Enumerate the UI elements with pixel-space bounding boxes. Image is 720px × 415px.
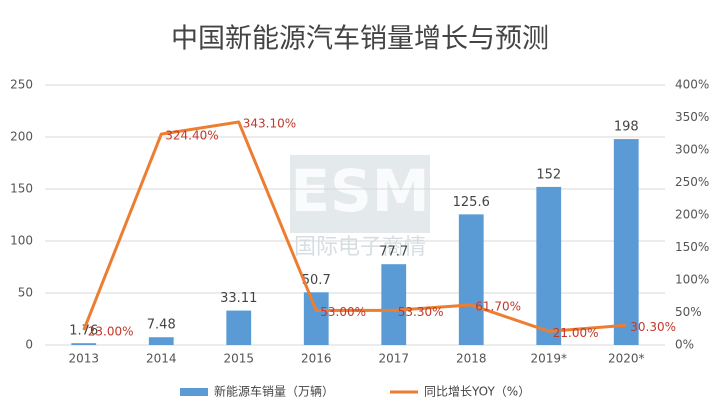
line-value-label: 324.40% xyxy=(165,129,218,143)
line-value-label: 21.00% xyxy=(553,326,599,340)
bar xyxy=(381,264,407,345)
y2-tick-label: 400% xyxy=(675,78,709,92)
x-tick-label: 2014 xyxy=(146,352,177,366)
y2-tick-label: 250% xyxy=(675,175,709,189)
line xyxy=(82,120,627,333)
bar-value-label: 77.7 xyxy=(379,245,408,260)
y-tick-label: 250 xyxy=(10,78,33,92)
x-tick-label: 2018 xyxy=(456,352,487,366)
watermark-text: 国际电子商情 xyxy=(294,235,426,260)
y-tick-label: 200 xyxy=(10,130,33,144)
x-tick-label: 2013 xyxy=(68,352,99,366)
line-value-label: 30.30% xyxy=(630,320,676,334)
watermark-box xyxy=(290,155,430,233)
line-value-label: 23.00% xyxy=(88,325,134,339)
y2-tick-label: 0% xyxy=(675,338,694,352)
bar-value-label: 1.76 xyxy=(69,324,98,339)
bar-value-label: 50.7 xyxy=(302,273,331,288)
y-tick-label: 50 xyxy=(18,286,33,300)
bar xyxy=(71,343,97,345)
bar xyxy=(458,214,484,345)
y2-tick-label: 150% xyxy=(675,240,709,254)
line-value-label: 53.00% xyxy=(320,305,366,319)
x-tick-label: 2019* xyxy=(530,352,567,366)
legend-label: 新能源车销量（万辆） xyxy=(214,384,334,399)
line-value-label: 61.70% xyxy=(475,299,521,313)
y2-tick-label: 300% xyxy=(675,143,709,157)
line-value-label: 343.10% xyxy=(243,116,296,130)
watermark-logo: ESM xyxy=(290,157,429,225)
bar-value-label: 33.11 xyxy=(220,291,257,306)
y2-tick-label: 200% xyxy=(675,208,709,222)
x-tick-label: 2020* xyxy=(608,352,645,366)
y2-tick-label: 100% xyxy=(675,273,709,287)
y-tick-label: 0 xyxy=(25,338,33,352)
bar xyxy=(303,292,329,345)
line-value-label: 53.30% xyxy=(398,305,444,319)
bar xyxy=(536,186,562,345)
bar-value-label: 198 xyxy=(614,120,639,135)
bar-value-label: 125.6 xyxy=(453,195,490,210)
bar xyxy=(148,337,174,345)
bar xyxy=(226,310,252,345)
legend-label: 同比增长YOY（%） xyxy=(424,385,530,399)
y2-tick-label: 50% xyxy=(675,305,702,319)
bar xyxy=(613,139,639,345)
y-tick-label: 150 xyxy=(10,182,33,196)
x-tick-label: 2017 xyxy=(378,352,409,366)
bar-value-label: 7.48 xyxy=(147,318,176,333)
legend-swatch xyxy=(180,388,208,396)
bar-value-label: 152 xyxy=(536,167,561,182)
chart-title: 中国新能源汽车销量增长与预测 xyxy=(171,24,549,55)
y-tick-label: 100 xyxy=(10,234,33,248)
x-tick-label: 2016 xyxy=(301,352,332,366)
x-tick-label: 2015 xyxy=(223,352,254,366)
y2-tick-label: 350% xyxy=(675,110,709,124)
